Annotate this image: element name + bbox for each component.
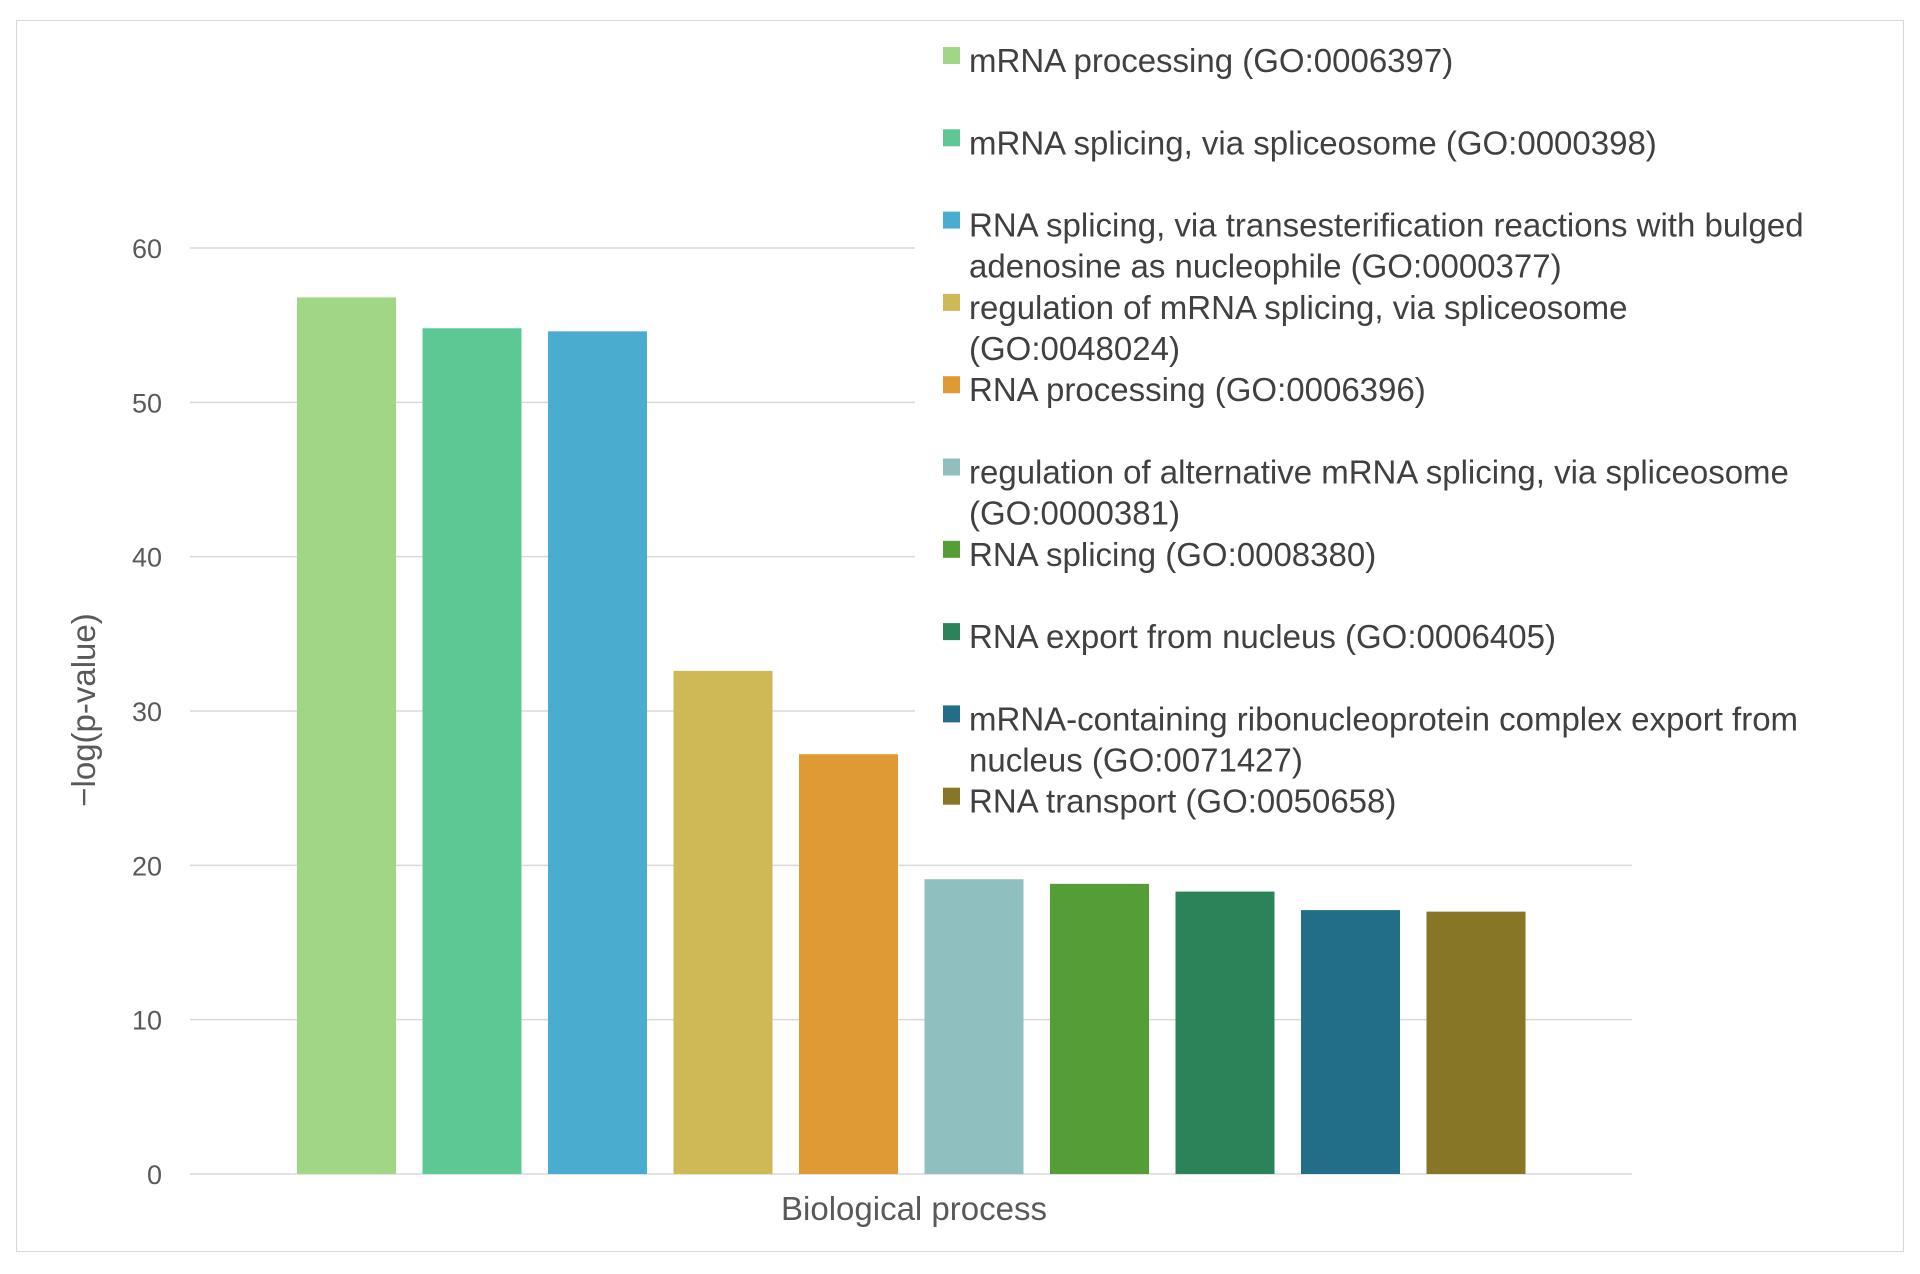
- y-axis-ticks: 0 10 20 30 40 50 60: [132, 234, 162, 1190]
- legend-entry-4: regulation of mRNA splicing, via spliceo…: [943, 289, 1627, 367]
- bar-4: [673, 670, 773, 1174]
- legend-label: (GO:0048024): [969, 330, 1180, 367]
- legend: mRNA processing (GO:0006397) mRNA splicin…: [943, 42, 1804, 820]
- y-tick-label: 30: [132, 697, 162, 727]
- legend-swatch: [943, 623, 960, 641]
- legend-label: mRNA-containing ribonucleoprotein comple…: [969, 700, 1798, 737]
- bars: [297, 297, 1526, 1175]
- legend-label: RNA splicing (GO:0008380): [969, 536, 1376, 573]
- legend-label: regulation of alternative mRNA splicing,…: [969, 454, 1789, 491]
- y-tick-label: 60: [132, 234, 162, 264]
- legend-entry-7: RNA splicing (GO:0008380): [943, 536, 1376, 573]
- bar-9: [1301, 910, 1400, 1174]
- bar-6: [924, 879, 1024, 1174]
- legend-label: RNA transport (GO:0050658): [969, 783, 1396, 820]
- legend-label: (GO:0000381): [969, 495, 1180, 532]
- legend-label: RNA processing (GO:0006396): [969, 371, 1426, 408]
- bar-7: [1050, 883, 1149, 1174]
- legend-swatch: [943, 458, 960, 476]
- legend-swatch: [943, 129, 960, 147]
- legend-swatch: [943, 376, 960, 394]
- legend-label: nucleus (GO:0071427): [969, 741, 1303, 778]
- legend-entry-10: RNA transport (GO:0050658): [943, 783, 1396, 820]
- legend-entry-2: mRNA splicing, via spliceosome (GO:00003…: [943, 124, 1657, 161]
- y-axis-title: −log(p-value): [65, 613, 102, 807]
- legend-entry-3: RNA splicing, via transesterification re…: [943, 207, 1804, 285]
- x-axis-title: Biological process: [781, 1190, 1047, 1227]
- legend-label: mRNA processing (GO:0006397): [969, 42, 1453, 79]
- y-tick-label: 40: [132, 543, 162, 573]
- legend-swatch: [943, 705, 960, 723]
- bar-1: [297, 297, 396, 1174]
- bar-5: [799, 754, 898, 1174]
- y-tick-label: 50: [132, 388, 162, 418]
- bar-8: [1175, 891, 1275, 1174]
- legend-swatch: [943, 211, 960, 229]
- legend-label: mRNA splicing, via spliceosome (GO:00003…: [969, 124, 1657, 161]
- y-tick-label: 0: [147, 1160, 162, 1190]
- legend-entry-5: RNA processing (GO:0006396): [943, 371, 1426, 408]
- legend-swatch: [943, 787, 960, 805]
- legend-label: regulation of mRNA splicing, via spliceo…: [969, 289, 1627, 326]
- legend-swatch: [943, 47, 960, 64]
- legend-swatch: [943, 540, 960, 558]
- legend-swatch: [943, 293, 960, 311]
- bar-3: [548, 331, 647, 1175]
- legend-entry-8: RNA export from nucleus (GO:0006405): [943, 618, 1556, 655]
- y-tick-label: 20: [132, 851, 162, 881]
- legend-label: RNA splicing, via transesterification re…: [969, 207, 1804, 244]
- legend-entry-1: mRNA processing (GO:0006397): [943, 42, 1453, 79]
- legend-entry-6: regulation of alternative mRNA splicing,…: [943, 454, 1789, 532]
- legend-label: adenosine as nucleophile (GO:0000377): [969, 248, 1562, 285]
- bar-2: [422, 328, 522, 1175]
- legend-entry-9: mRNA-containing ribonucleoprotein comple…: [943, 700, 1798, 778]
- bar-10: [1426, 911, 1526, 1174]
- legend-label: RNA export from nucleus (GO:0006405): [969, 618, 1556, 655]
- y-tick-label: 10: [132, 1006, 162, 1036]
